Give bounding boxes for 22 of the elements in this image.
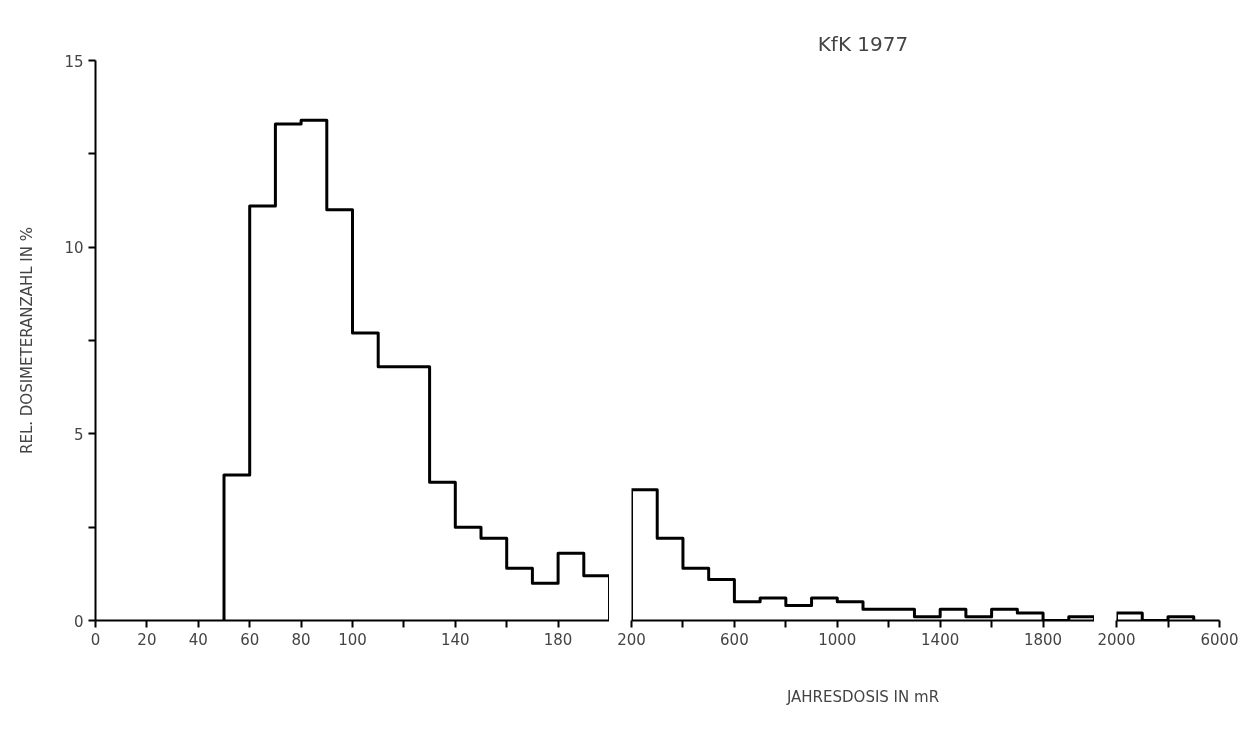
y-tick-label: 15	[64, 52, 84, 71]
x-tick-label: 6000	[1200, 630, 1239, 649]
y-tick-label: 5	[73, 425, 84, 444]
y-tick-label: 10	[64, 239, 84, 258]
x-tick-label: 80	[291, 630, 311, 649]
x-tick-label: 100	[338, 630, 367, 649]
y-tick-label: 0	[73, 612, 84, 631]
x-tick-label: 60	[240, 630, 260, 649]
chart-title: KfK 1977	[817, 31, 909, 56]
x-tick-label: 1800	[1023, 630, 1063, 649]
x-tick-label: 180	[543, 630, 573, 649]
x-axis-title: JAHRESDOSIS IN mR	[785, 687, 940, 706]
x-tick-label: 600	[720, 630, 749, 649]
x-tick-label: 1400	[921, 630, 960, 649]
x-tick-label: 1000	[818, 630, 857, 649]
x-tick-label: 2000	[1097, 630, 1136, 649]
x-tick-label: 40	[188, 630, 208, 649]
x-tick-label: 140	[440, 630, 470, 649]
x-tick-label: 20	[137, 630, 157, 649]
x-tick-label: 0	[90, 630, 101, 649]
y-axis-title: REL. DOSIMETERANZAHL IN %	[18, 226, 37, 455]
x-tick-label: 200	[617, 630, 646, 649]
